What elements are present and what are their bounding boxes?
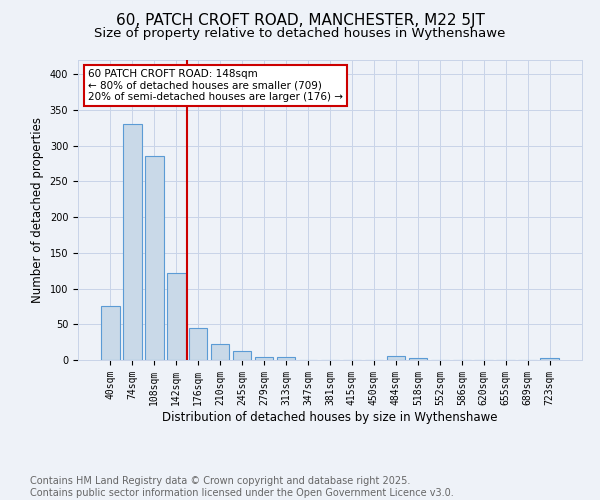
Text: Size of property relative to detached houses in Wythenshawe: Size of property relative to detached ho…: [94, 28, 506, 40]
Bar: [101, 306, 119, 360]
Bar: [233, 350, 251, 360]
Bar: [211, 344, 229, 360]
Text: 60 PATCH CROFT ROAD: 148sqm
← 80% of detached houses are smaller (709)
20% of se: 60 PATCH CROFT ROAD: 148sqm ← 80% of det…: [88, 69, 343, 102]
Bar: [409, 358, 427, 360]
Bar: [167, 273, 185, 360]
X-axis label: Distribution of detached houses by size in Wythenshawe: Distribution of detached houses by size …: [162, 410, 498, 424]
Text: 60, PATCH CROFT ROAD, MANCHESTER, M22 5JT: 60, PATCH CROFT ROAD, MANCHESTER, M22 5J…: [116, 12, 484, 28]
Bar: [123, 124, 142, 360]
Bar: [189, 328, 208, 360]
Y-axis label: Number of detached properties: Number of detached properties: [31, 117, 44, 303]
Bar: [277, 357, 295, 360]
Bar: [145, 156, 164, 360]
Bar: [255, 357, 274, 360]
Bar: [386, 356, 405, 360]
Text: Contains HM Land Registry data © Crown copyright and database right 2025.
Contai: Contains HM Land Registry data © Crown c…: [30, 476, 454, 498]
Bar: [541, 358, 559, 360]
